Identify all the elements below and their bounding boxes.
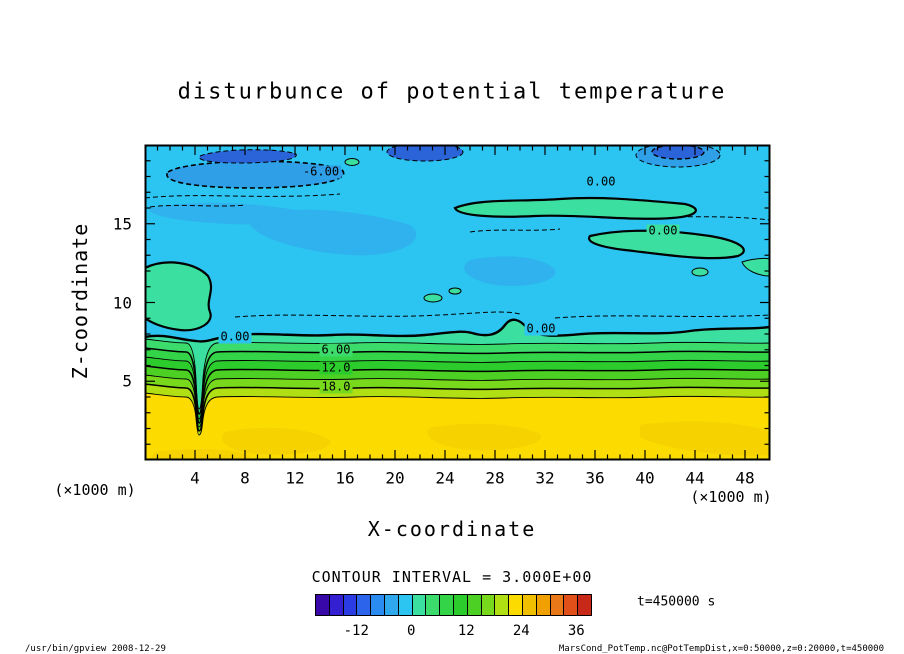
colorbar-segment [397, 595, 412, 615]
colorbar-segment [383, 595, 398, 615]
x-axis-unit: (×1000 m) [690, 488, 772, 506]
colorbar-segment [425, 595, 440, 615]
contour-label-zero-top: 0.00 [584, 174, 618, 189]
colorbar-segment [508, 595, 522, 615]
y-axis-label: Z-coordinate [68, 222, 92, 380]
zero-patch-left-edge [145, 261, 213, 332]
colorbar-segment [411, 595, 426, 615]
colorbar-segment [439, 595, 453, 615]
colorbar-segment [521, 595, 536, 615]
colorbar-swatches [316, 595, 591, 615]
colorbar-segment [452, 595, 467, 615]
axis-ticks [146, 146, 769, 459]
zero-patch-top-right [453, 196, 697, 220]
contour-label-zero-patch: 0.00 [646, 223, 680, 238]
plot-frame [144, 144, 771, 461]
contour-label-twelve: 12.0 [319, 360, 353, 375]
colorbar-segment [316, 595, 329, 615]
colorbar-segment [466, 595, 481, 615]
contour-label-zero-mid: 0.00 [524, 321, 558, 336]
x-axis-label: X-coordinate [367, 517, 537, 541]
colorbar-segment [549, 595, 564, 615]
contour-interval-text: CONTOUR INTERVAL = 3.000E+00 [311, 568, 593, 586]
colorbar-segment [577, 595, 591, 615]
colorbar-segment [342, 595, 357, 615]
plot-title: disturbunce of potential temperature [177, 79, 727, 105]
time-label: t=450000 s [637, 594, 716, 610]
contour-label-eighteen: 18.0 [319, 379, 353, 394]
colorbar-segment [535, 595, 550, 615]
colorbar-segment [480, 595, 495, 615]
colorbar-segment [328, 595, 343, 615]
colorbar-segment [494, 595, 509, 615]
colorbar-segment [370, 595, 384, 615]
contour-label-zero-left: 0.00 [218, 329, 252, 344]
colorbar-segment [563, 595, 578, 615]
contour-label-six: 6.00 [319, 342, 353, 357]
colorbar [315, 594, 592, 616]
colorbar-segment [356, 595, 371, 615]
footer-datasource: MarsCond_PotTemp.nc@PotTempDist,x=0:5000… [558, 644, 884, 654]
footer-command: /usr/bin/gpview 2008-12-29 [25, 644, 166, 654]
contour-field [145, 145, 770, 460]
contour-label-neg6: -6.00 [300, 164, 342, 179]
y-axis-unit: (×1000 m) [54, 481, 136, 499]
